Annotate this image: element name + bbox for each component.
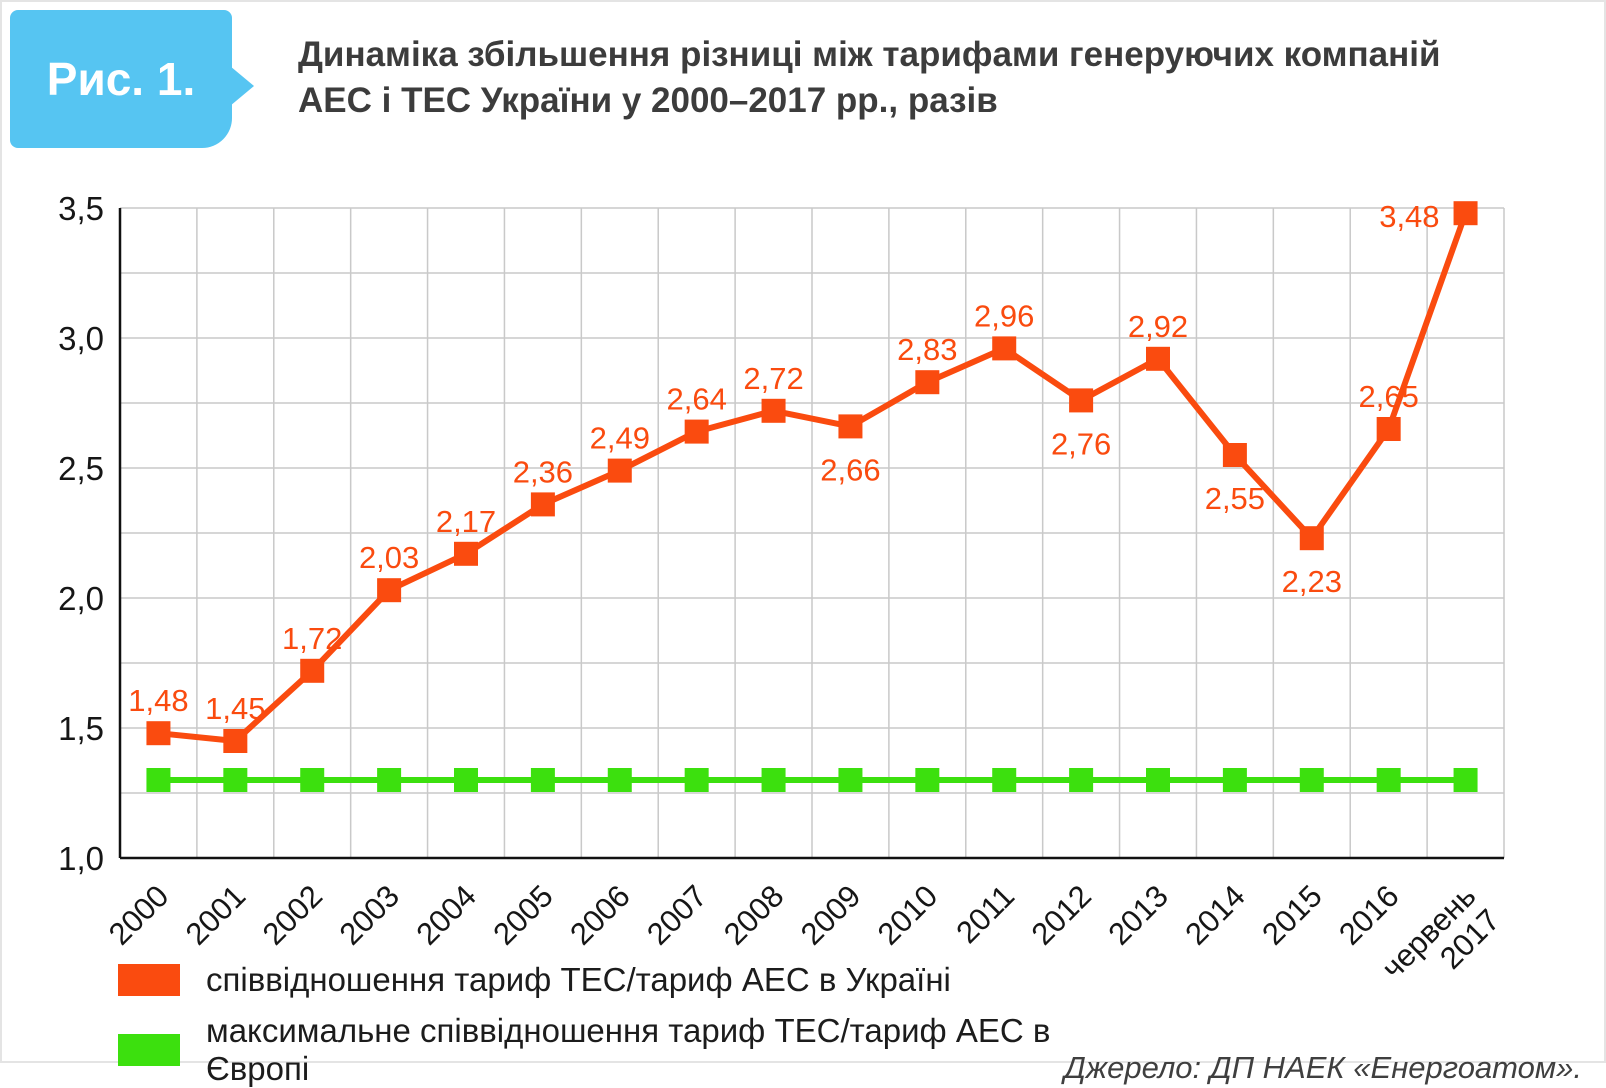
data-point-marker [300, 768, 325, 792]
x-axis-label: 2001 [179, 878, 253, 952]
data-point-marker [454, 768, 478, 792]
x-axis-label: 2011 [949, 878, 1021, 950]
data-label: 2,76 [1051, 426, 1111, 461]
data-point-marker [607, 768, 632, 792]
y-axis-label: 1,0 [58, 840, 104, 877]
data-label: 2,17 [436, 504, 496, 539]
data-point-marker [1376, 417, 1401, 441]
data-label: 2,96 [974, 298, 1034, 333]
data-label: 2,23 [1282, 564, 1342, 599]
x-axis-label: 2009 [794, 878, 868, 952]
data-point-marker [377, 768, 402, 792]
data-label: 2,65 [1358, 379, 1418, 414]
x-axis-label: 2000 [102, 878, 176, 952]
x-axis-label: 2013 [1101, 878, 1175, 952]
data-point-marker [1222, 768, 1247, 792]
data-point-marker [761, 398, 786, 423]
data-point-marker [684, 768, 709, 792]
data-point-marker [1376, 768, 1401, 792]
data-point-marker [146, 768, 171, 792]
x-axis-label: 2006 [563, 878, 637, 952]
y-axis-label: 2,5 [58, 450, 104, 487]
data-point-marker [1146, 346, 1170, 371]
x-axis-label: 2015 [1255, 878, 1329, 952]
data-label: 1,45 [205, 691, 265, 726]
data-point-marker [377, 578, 402, 603]
data-point-marker [223, 768, 248, 792]
x-axis-label: 2005 [486, 878, 560, 952]
data-point-marker [1222, 443, 1247, 467]
data-point-marker [1069, 388, 1094, 413]
data-point-marker [761, 768, 786, 792]
x-axis-label: 2010 [871, 878, 945, 952]
data-label: 2,83 [897, 332, 957, 367]
data-point-marker [1146, 768, 1170, 792]
data-point-marker [1453, 768, 1478, 792]
data-label: 2,36 [513, 454, 573, 489]
chart-title: Динаміка збільшення різниці між тарифами… [298, 2, 1604, 124]
data-point-marker [915, 768, 940, 792]
data-label: 2,49 [590, 421, 650, 456]
data-point-marker [915, 370, 940, 395]
data-point-marker [1453, 201, 1478, 226]
y-axis-label: 2,0 [58, 580, 104, 617]
legend-label: максимальне співвідношення тариф ТЕС/тар… [206, 1012, 1051, 1087]
data-point-marker [146, 721, 171, 746]
data-point-marker [684, 419, 709, 444]
data-point-marker [454, 541, 478, 566]
x-axis-label: 2012 [1025, 878, 1099, 952]
data-point-marker [1299, 768, 1324, 792]
data-label: 2,92 [1128, 309, 1188, 344]
data-point-marker [992, 768, 1017, 792]
series-line [158, 212, 1469, 744]
y-axis-label: 3,5 [58, 190, 104, 227]
data-point-marker [1299, 526, 1324, 551]
data-point-marker [300, 658, 325, 683]
legend: співвідношення тариф ТЕС/тариф АЕС в Укр… [118, 961, 1064, 1088]
source-note: Джерело: ДП НАЕК «Енергоатом». [1063, 1050, 1582, 1085]
legend-item-europe: максимальне співвідношення тариф ТЕС/тар… [118, 1012, 1064, 1088]
data-label: 2,55 [1205, 481, 1265, 516]
data-point-marker [607, 458, 632, 483]
legend-swatch-green [118, 1034, 180, 1066]
data-label: 3,48 [1379, 199, 1439, 234]
data-label: 2,03 [359, 540, 419, 575]
data-label: 2,66 [820, 452, 880, 487]
data-label: 2,64 [666, 382, 726, 417]
data-label: 2,72 [743, 361, 803, 396]
data-point-marker [838, 414, 863, 439]
y-axis-label: 3,0 [58, 320, 104, 357]
x-axis-label: 2007 [640, 878, 714, 952]
chart-footer: співвідношення тариф ТЕС/тариф АЕС в Укр… [2, 961, 1604, 1088]
legend-label: співвідношення тариф ТЕС/тариф АЕС в Укр… [206, 961, 951, 998]
figure-header: Рис. 1. Динаміка збільшення різниці між … [2, 2, 1604, 162]
chart-title-line1: Динаміка збільшення різниці між тарифами… [298, 35, 1441, 74]
data-point-marker [530, 492, 555, 517]
data-label: 1,48 [128, 683, 188, 718]
data-point-marker [1069, 768, 1094, 792]
figure-number-badge: Рис. 1. [10, 10, 254, 148]
data-point-marker [838, 768, 863, 792]
x-axis-label: 2014 [1178, 878, 1252, 952]
data-point-marker [992, 336, 1017, 361]
x-axis-label: 2003 [333, 878, 407, 952]
legend-item-ukraine: співвідношення тариф ТЕС/тариф АЕС в Укр… [118, 961, 1064, 999]
chart-title-line2: АЕС і ТЕС України у 2000–2017 рр., разів [298, 81, 998, 121]
x-axis-label: 2004 [409, 878, 483, 952]
data-label: 1,72 [282, 621, 342, 656]
data-point-marker [530, 768, 555, 792]
x-axis-label: 2008 [717, 878, 791, 952]
legend-swatch-orange [118, 964, 180, 996]
y-axis-label: 1,5 [58, 710, 104, 747]
x-axis-label: 2002 [256, 878, 330, 952]
data-point-marker [223, 729, 248, 753]
